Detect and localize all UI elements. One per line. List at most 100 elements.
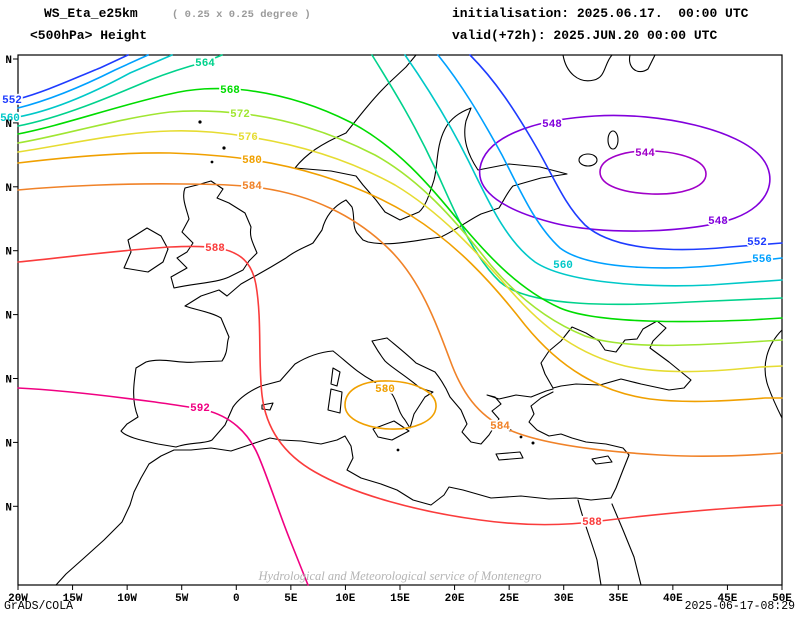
- model-name: WS_Eta_e25km: [44, 6, 138, 21]
- x-tick-label: 25E: [499, 593, 519, 605]
- y-tick-label: N: [5, 183, 12, 195]
- x-tick-label: 30E: [554, 593, 574, 605]
- island-sicily: [372, 420, 410, 441]
- x-tick-label: 20W: [8, 593, 28, 605]
- model-resolution: ( 0.25 x 0.25 degree ): [172, 9, 311, 21]
- y-tick-label: N: [5, 438, 12, 450]
- contour-label-592: 592: [190, 403, 210, 415]
- island-corsica: [330, 367, 341, 387]
- coastline-black-sea: [540, 320, 692, 391]
- valid-time: valid(+72h): 2025.JUN.20 00:00 UTC: [452, 28, 718, 43]
- y-tick-label: N: [5, 247, 12, 259]
- grads-credit: GrADS/COLA: [4, 600, 74, 613]
- island-malta: [396, 448, 400, 452]
- y-axis: N N N N N N N N: [5, 55, 18, 514]
- contour-588: [17, 245, 783, 526]
- island-shetland: [222, 146, 226, 150]
- island-faroe: [198, 120, 202, 124]
- island-orkney: [210, 160, 214, 164]
- contour-556-east: [437, 54, 783, 269]
- coastline-balkans-greece: [386, 337, 554, 445]
- coastline-white-sea: [562, 54, 656, 82]
- x-tick-label: 15W: [63, 593, 83, 605]
- contour-label-564: 564: [195, 58, 215, 70]
- y-tick-label: N: [5, 55, 12, 67]
- contour-label-560: 560: [553, 260, 573, 272]
- watermark: Hydrological and Meteorological service …: [258, 569, 542, 583]
- contour-label-576: 576: [238, 132, 258, 144]
- contour-544: [599, 150, 707, 195]
- contour-548: [478, 114, 771, 232]
- island-rhodes: [531, 441, 535, 445]
- contour-580-main: [17, 152, 783, 403]
- contour-label-layer: 5445485485525525565605605645685725765805…: [0, 56, 774, 531]
- coastline-italy: [332, 337, 434, 429]
- x-tick-label: 5E: [284, 593, 298, 605]
- contour-552-east: [469, 54, 783, 251]
- x-tick-label: 20E: [445, 593, 465, 605]
- contour-label-568: 568: [220, 85, 240, 97]
- contour-label-552: 552: [747, 237, 767, 249]
- contour-layer: [17, 54, 783, 586]
- contour-label-572: 572: [230, 109, 250, 121]
- y-tick-label: N: [5, 375, 12, 387]
- red-sea: [611, 503, 642, 586]
- x-tick-label: 5W: [175, 593, 189, 605]
- coastline-ireland: [123, 227, 169, 273]
- map-frame: [17, 54, 783, 586]
- contour-label-548: 548: [542, 119, 562, 131]
- lake-ladoga: [578, 153, 598, 167]
- coastline-west-mediterranean: [175, 350, 334, 448]
- init-time: initialisation: 2025.06.17. 00:00 UTC: [452, 6, 749, 21]
- x-tick-label: 0: [233, 593, 240, 605]
- river-nile: [577, 499, 602, 586]
- island-sardinia: [327, 388, 343, 414]
- island-crete: [495, 451, 524, 461]
- contour-label-580: 580: [242, 155, 262, 167]
- contour-552-west: [17, 54, 129, 100]
- y-tick-label: N: [5, 119, 12, 131]
- contour-556-west: [17, 54, 149, 109]
- contour-560-east: [404, 54, 783, 287]
- contour-564-east: [371, 54, 783, 306]
- contour-584: [17, 183, 783, 458]
- contour-label-588: 588: [205, 243, 225, 255]
- x-tick-label: 15E: [390, 593, 410, 605]
- contour-580-cutoff: [344, 380, 437, 430]
- lake-onega: [607, 130, 619, 150]
- contour-label-584: 584: [490, 421, 510, 433]
- x-tick-label: 50E: [772, 593, 792, 605]
- y-tick-label: N: [5, 502, 12, 514]
- contour-label-584: 584: [242, 181, 262, 193]
- x-tick-label: 40E: [663, 593, 683, 605]
- contour-568: [17, 87, 783, 323]
- x-tick-label: 35E: [608, 593, 628, 605]
- coastline-britain: [170, 180, 258, 289]
- y-tick-label: N: [5, 311, 12, 323]
- contour-label-580: 580: [375, 384, 395, 396]
- contour-572: [17, 110, 783, 347]
- x-tick-label: 10E: [336, 593, 356, 605]
- x-axis: 20W 15W 10W 5W 0 5E 10E 15E 20E 25E 30E 35E 40E 45E 50…: [8, 585, 792, 605]
- contour-564-west: [17, 54, 223, 127]
- coastline-europe-mainland: [120, 54, 568, 448]
- island-cyprus: [591, 455, 613, 465]
- contour-label-556: 556: [752, 254, 772, 266]
- x-tick-label: 10W: [117, 593, 137, 605]
- coastline-turkey-levant-africa: [55, 391, 630, 586]
- contour-592: [17, 387, 309, 586]
- contour-label-548: 548: [708, 216, 728, 228]
- coastline-layer: [55, 54, 783, 586]
- field-title: <500hPa> Height: [30, 28, 148, 43]
- island-mallorca: [261, 402, 274, 411]
- contour-560-west: [17, 54, 173, 118]
- contour-label-544: 544: [635, 148, 655, 160]
- island-aegean-2: [519, 435, 523, 439]
- contour-label-588: 588: [582, 517, 602, 529]
- contour-576: [17, 130, 783, 373]
- caspian-sea: [764, 329, 783, 419]
- x-tick-label: 45E: [718, 593, 738, 605]
- contour-label-552: 552: [2, 95, 22, 107]
